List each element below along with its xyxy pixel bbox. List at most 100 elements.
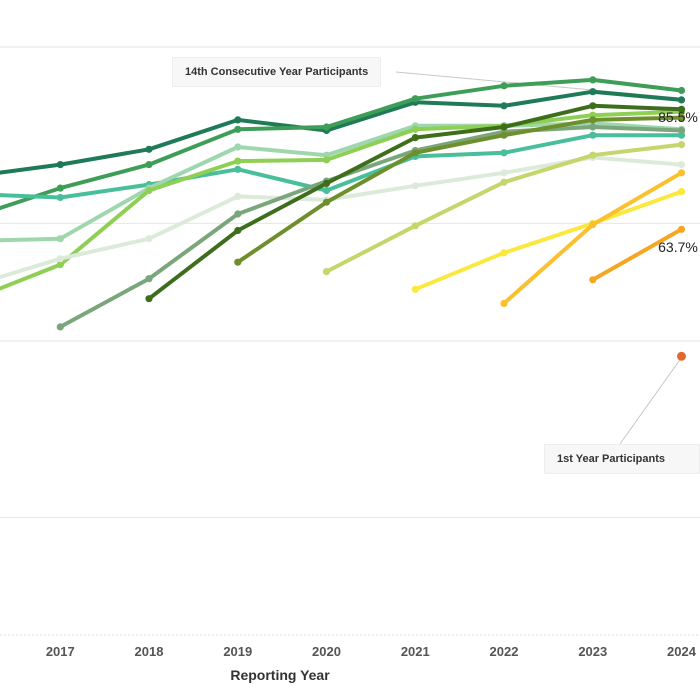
series-12-point-2023 [589,221,597,229]
series-6-point-2019 [234,192,242,200]
series-8-point-2020 [322,179,331,187]
series-1-point-2018 [145,145,153,153]
series-3-point-2020 [322,186,331,195]
series-8-point-2019 [234,226,242,235]
series-2-point-2022 [500,82,508,90]
series-7-line [58,125,684,329]
series-10-point-2023 [589,151,597,159]
series-8-point-2022 [500,123,508,131]
series-6-point-2018 [145,235,153,243]
series-5-point-2019 [234,157,242,165]
series-13-line [590,227,684,282]
x-tick-2022: 2022 [490,644,519,659]
series-1 [0,88,686,175]
callout-1st-year-leader [619,359,680,445]
series-1-point-2024 [677,96,686,104]
series-10 [322,141,686,276]
series-13-point-2023 [589,276,597,284]
x-tick-2019: 2019 [223,644,252,659]
series-5-point-2017 [56,261,64,269]
series-3-point-2022 [500,149,508,157]
gridlines [0,46,700,636]
series-10-point-2020 [322,268,331,276]
series-9-point-2021 [411,149,419,157]
series-11-point-2022 [500,249,508,257]
series-2-point-2023 [589,76,597,84]
series-13 [589,225,686,284]
series-11-line [413,189,684,292]
series-2-point-2019 [234,125,242,133]
callout-14th-year: 14th Consecutive Year Participants [172,57,382,87]
series-10-point-2024 [677,141,686,149]
x-tick-2021: 2021 [401,644,430,659]
series-1-line [0,89,684,175]
series-3 [0,131,686,202]
series-2 [0,76,686,211]
series-2-point-2021 [411,95,419,103]
series-7-point-2019 [234,210,242,218]
series-7-point-2018 [145,275,153,283]
series-lines [0,76,686,361]
series-2-point-2017 [56,184,64,192]
series-3-line [0,133,684,200]
series-12-point-2022 [500,299,508,307]
series-2-point-2018 [145,161,153,169]
series-9-line [235,115,684,265]
series-7-point-2023 [589,123,597,131]
series-5-point-2020 [322,156,331,164]
series-5-point-2021 [411,125,419,133]
series-13-point-2024 [677,225,686,233]
x-tick-2017: 2017 [46,644,75,659]
series-2-point-2020 [322,123,331,131]
series-11-point-2024 [677,188,686,196]
series-9-point-2020 [322,198,331,206]
series-12 [500,169,686,307]
x-tick-2023: 2023 [578,644,607,659]
series-7-point-2024 [677,126,686,135]
series-9-point-2022 [500,131,508,139]
x-tick-2020: 2020 [312,644,341,659]
top-value-label: 85.5% [658,109,698,125]
series-7 [56,123,686,331]
series-6-point-2024 [677,161,686,169]
x-tick-2018: 2018 [135,644,164,659]
series-8-point-2021 [411,134,419,142]
x-axis-ticks: 201620172018201920202021202220232024 [46,644,697,659]
series-1-point-2022 [500,102,508,110]
series-12-line [502,170,684,306]
series-3-point-2017 [56,193,64,202]
series-9 [234,114,686,266]
series-3-point-2023 [589,131,597,139]
series-1-point-2019 [234,116,242,124]
series-9-point-2023 [589,116,597,124]
series-2-point-2024 [677,86,686,95]
series-10-point-2021 [411,222,419,230]
series-5-point-2018 [145,186,153,195]
series-11 [411,188,686,293]
callout-1st-year: 1st Year Participants [544,444,700,474]
x-axis-title: Reporting Year [230,667,330,683]
series-9-point-2024 [677,114,686,122]
series-9-point-2019 [234,258,242,266]
series-6-point-2017 [56,255,64,263]
series-14-point-2024 [677,351,686,361]
series-8-point-2024 [677,105,686,113]
series-1-point-2023 [589,88,597,96]
series-8-point-2023 [589,102,597,110]
series-1-point-2017 [56,161,64,169]
series-4-point-2019 [234,143,242,151]
callout-1st-year-label: 1st Year Participants [557,453,666,465]
series-14 [677,351,686,361]
series-10-point-2022 [500,178,508,186]
series-6-point-2021 [411,182,419,190]
series-12-point-2024 [677,169,686,177]
series-6-point-2022 [500,169,508,177]
callout-14th-year-label: 14th Consecutive Year Participants [185,66,369,78]
series-8 [145,102,686,303]
x-tick-2024: 2024 [667,644,697,659]
series-4-point-2017 [56,235,64,243]
series-11-point-2021 [411,285,419,293]
series-3-point-2019 [234,165,242,173]
series-8-point-2018 [145,295,153,303]
